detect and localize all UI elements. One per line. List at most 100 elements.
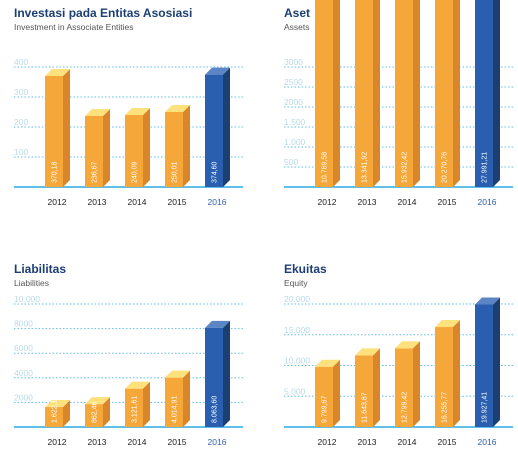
chart-subtitle: Investment in Associate Entities [14,22,134,32]
bar-2013: 862,46 [85,397,110,427]
bar-top [125,381,150,389]
bar-top [435,320,460,328]
bar-side [183,370,190,427]
y-tick-label: 6000 [14,343,33,353]
x-tick-label: 2014 [128,197,147,207]
bar-value-label: 15.932,42 [402,152,409,183]
y-tick-label: 400 [14,57,28,67]
chart-subtitle: Equity [284,278,308,288]
bar-side [453,0,460,187]
y-tick-label: 20.000 [284,294,310,304]
y-tick-label: 8000 [14,319,33,329]
bar-side [143,107,150,187]
bar-top [45,68,70,76]
chart-panel-equity: Ekuitas Equity 5.000 10.000 15.000 20.000 9.… [284,262,518,467]
bar-front [85,115,103,187]
chart-liabilities-svg: 2000 4000 6000 8000 10.000 1.622,10 2012 862,46… [14,294,243,447]
bar-2012: 10.769,58 [315,0,340,187]
x-tick-label: 2015 [168,437,187,447]
bar-value-label: 12.799,42 [402,392,409,423]
bar-2016: 27.991,21 [475,0,500,188]
x-tick-label: 2015 [168,197,187,207]
y-tick-label: 200 [14,117,28,127]
chart-title: Ekuitas [284,262,327,276]
chart-panel-investment: Investasi pada Entitas Asosiasi Investme… [14,6,249,216]
bar-side [63,68,70,187]
chart-panel-assets: Aset Assets 500 1.000 1.500 2000 2500 3000 10.… [284,0,518,216]
bar-side [223,320,230,427]
bar-2013: 11.643,87 [355,348,380,427]
bar-2014: 3.121,61 [125,381,150,427]
bar-front [315,0,333,187]
bar-side [413,0,420,187]
chart-title: Liabilitas [14,262,67,276]
bar-2016: 8.063,60 [205,320,230,427]
bar-value-label: 1.622,10 [52,396,59,423]
bar-side [223,67,230,187]
bar-top [125,107,150,115]
bar-side [103,108,110,187]
x-tick-label: 2014 [398,437,417,447]
bar-value-label: 10.769,58 [322,152,329,183]
bar-side [333,359,340,427]
x-tick-label: 2016 [208,197,227,207]
y-tick-label: 4000 [14,368,33,378]
y-tick-label: 2500 [284,77,303,87]
bar-front [435,327,453,427]
x-tick-label: 2012 [318,437,337,447]
bar-top [355,348,380,356]
bar-2013: 236,67 [85,108,110,187]
y-tick-label: 100 [14,147,28,157]
bar-side [453,320,460,427]
x-tick-label: 2014 [128,437,147,447]
x-tick-label: 2013 [358,197,377,207]
bar-front [205,74,223,187]
bar-top [395,341,420,349]
bar-side [63,400,70,427]
y-tick-label: 1.500 [284,117,306,127]
bar-top [165,104,190,112]
bar-side [103,397,110,427]
bar-side [333,0,340,187]
y-tick-label: 10.000 [14,294,40,304]
chart-investment-svg: 100 200 300 400 370,18 2012 236,67 2013 240,09 20… [14,57,243,207]
bar-2015: 4.014,91 [165,370,190,427]
chart-title: Investasi pada Entitas Asosiasi [14,6,193,20]
y-tick-label: 5.000 [284,386,306,396]
y-tick-label: 2000 [284,97,303,107]
bar-value-label: 16.255,77 [442,392,449,423]
bar-value-label: 13.341,92 [362,152,369,183]
bar-front [165,377,183,427]
bar-top [205,320,230,328]
bar-value-label: 27.991,21 [482,152,489,183]
bar-value-label: 250,01 [172,161,179,183]
y-tick-label: 500 [284,157,298,167]
bar-2015: 20.270,76 [435,0,460,187]
bar-front [165,111,183,187]
chart-title: Aset [284,6,311,20]
bar-front [355,355,373,427]
bar-value-label: 9.799,67 [322,396,329,423]
x-tick-label: 2012 [318,197,337,207]
bar-2012: 1.622,10 [45,396,70,427]
x-tick-label: 2015 [438,197,457,207]
bar-front [475,0,493,188]
bar-front [85,404,103,427]
bar-2012: 9.799,67 [315,359,340,427]
y-tick-label: 2000 [14,392,33,402]
bar-2016: 374,60 [205,67,230,187]
bar-front [475,304,493,427]
bar-front [435,0,453,187]
bar-top [315,359,340,367]
chart-equity-svg: 5.000 10.000 15.000 20.000 9.799,67 2012 11.64… [284,294,513,447]
y-tick-label: 10.000 [284,356,310,366]
y-tick-label: 300 [14,87,28,97]
x-tick-label: 2013 [358,437,377,447]
bar-2015: 16.255,77 [435,320,460,427]
x-tick-label: 2012 [48,197,67,207]
bar-2014: 15.932,42 [395,0,420,187]
y-tick-label: 15.000 [284,325,310,335]
bar-front [395,348,413,427]
chart-panel-liabilities: Liabilitas Liabilities 2000 4000 6000 8000 1… [14,262,249,467]
bar-2012: 370,18 [45,68,70,187]
